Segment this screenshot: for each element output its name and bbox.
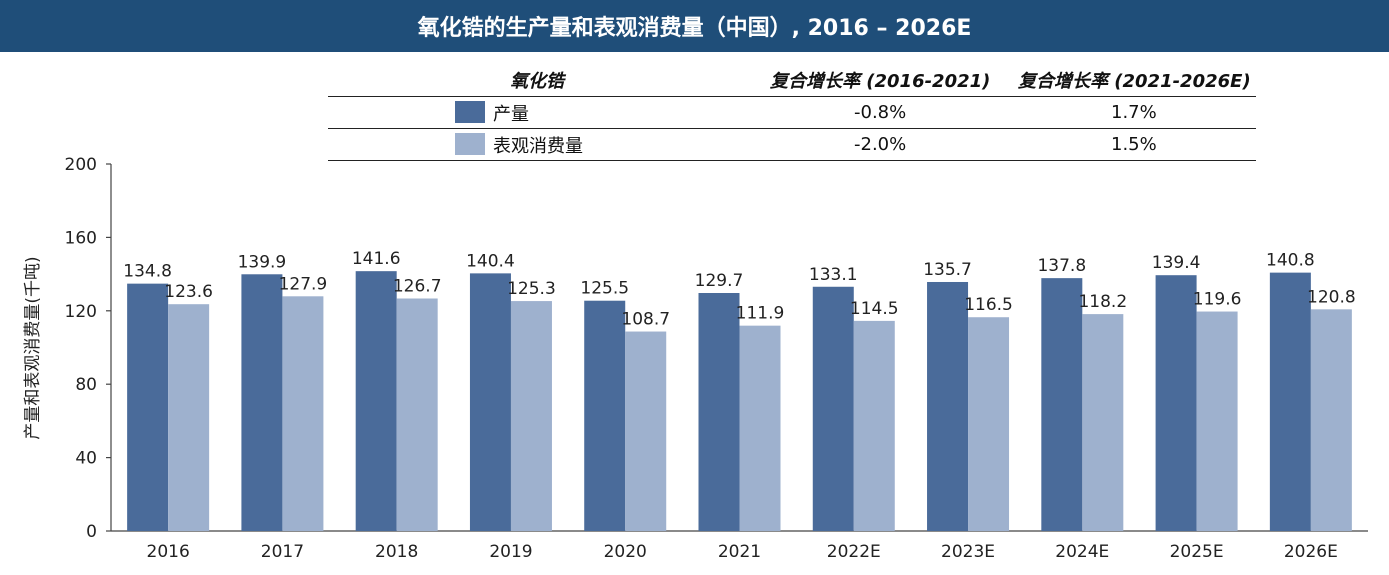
cagr-value: -0.8% [854, 102, 907, 123]
legend-swatch-production [455, 101, 485, 123]
bar-consumption [510, 301, 552, 531]
data-label: 140.8 [1266, 251, 1315, 271]
data-label: 140.4 [466, 251, 515, 271]
data-label: 114.5 [850, 299, 899, 319]
x-tick-label: 2019 [489, 542, 532, 562]
x-tick-label: 2016 [147, 542, 190, 562]
y-tick-label: 0 [86, 522, 97, 542]
cagr-table: 氧化锆 复合增长率 (2016-2021) 复合增长率 (2021-2026E)… [328, 64, 1256, 161]
y-tick-label: 80 [75, 375, 97, 395]
bar-production [127, 283, 169, 531]
x-tick-label: 2022E [827, 542, 881, 562]
legend-label-consumption: 表观消费量 [493, 135, 583, 157]
bar-consumption [396, 298, 438, 531]
y-tick-label: 160 [65, 228, 97, 248]
bar-consumption [282, 296, 324, 531]
bar-consumption [1310, 309, 1352, 531]
data-label: 123.6 [164, 282, 213, 302]
bar-production [812, 286, 854, 531]
cagr-header-product: 氧化锆 [510, 71, 564, 92]
cagr-value: 1.7% [1111, 102, 1157, 123]
bar-production [584, 300, 626, 531]
bar-production [698, 293, 740, 531]
bar-consumption [853, 320, 895, 531]
data-label: 111.9 [736, 304, 785, 324]
x-tick-label: 2025E [1170, 542, 1224, 562]
bar-production [1269, 272, 1311, 531]
cagr-value: -2.0% [854, 134, 907, 155]
data-label: 141.6 [352, 249, 401, 269]
bar-production [355, 271, 397, 531]
x-tick-label: 2020 [604, 542, 647, 562]
data-label: 118.2 [1078, 292, 1127, 312]
bar-production [469, 273, 511, 531]
data-label: 133.1 [809, 265, 858, 285]
y-axis-label: 产量和表观消费量(千吨) [23, 256, 43, 439]
bar-consumption [1196, 311, 1238, 531]
data-label: 116.5 [964, 295, 1013, 315]
y-tick-label: 40 [75, 449, 97, 469]
bar-consumption [625, 331, 667, 531]
bar-consumption [739, 325, 781, 531]
cagr-row-consumption: 表观消费量 -2.0% 1.5% [328, 129, 1256, 161]
cagr-value: 1.5% [1111, 134, 1157, 155]
data-label: 119.6 [1193, 290, 1242, 310]
cagr-table-header: 氧化锆 复合增长率 (2016-2021) 复合增长率 (2021-2026E) [328, 64, 1256, 97]
data-label: 129.7 [695, 271, 744, 291]
bar-production [241, 274, 283, 531]
data-label: 125.3 [507, 279, 556, 299]
data-label: 120.8 [1307, 287, 1356, 307]
y-tick-label: 200 [65, 155, 97, 175]
cagr-header-2016-2021: 复合增长率 (2016-2021) [770, 71, 991, 92]
legend-label-production: 产量 [493, 103, 529, 125]
bar-production [1041, 278, 1083, 531]
cagr-row-production: 产量 -0.8% 1.7% [328, 97, 1256, 129]
data-label: 137.8 [1037, 256, 1086, 276]
x-tick-label: 2017 [261, 542, 304, 562]
x-tick-label: 2026E [1284, 542, 1338, 562]
x-tick-label: 2018 [375, 542, 418, 562]
data-label: 125.5 [580, 279, 629, 299]
data-label: 134.8 [123, 262, 172, 282]
bar-consumption [1082, 314, 1124, 531]
data-label: 108.7 [621, 310, 670, 330]
x-tick-label: 2021 [718, 542, 761, 562]
cagr-header-2021-2026: 复合增长率 (2021-2026E) [1018, 71, 1251, 92]
data-label: 139.4 [1152, 253, 1201, 273]
data-label: 126.7 [393, 277, 442, 297]
x-tick-label: 2024E [1055, 542, 1109, 562]
data-label: 127.9 [279, 274, 328, 294]
y-tick-label: 120 [65, 302, 97, 322]
x-tick-label: 2023E [941, 542, 995, 562]
bar-consumption [968, 317, 1010, 531]
data-label: 135.7 [923, 260, 972, 280]
bar-production [927, 281, 969, 531]
bar-consumption [168, 304, 210, 531]
legend-swatch-consumption [455, 133, 485, 155]
data-label: 139.9 [238, 252, 287, 272]
bar-production [1155, 275, 1197, 531]
chart-title: 氧化锆的生产量和表观消费量（中国）, 2016 – 2026E [0, 0, 1389, 52]
